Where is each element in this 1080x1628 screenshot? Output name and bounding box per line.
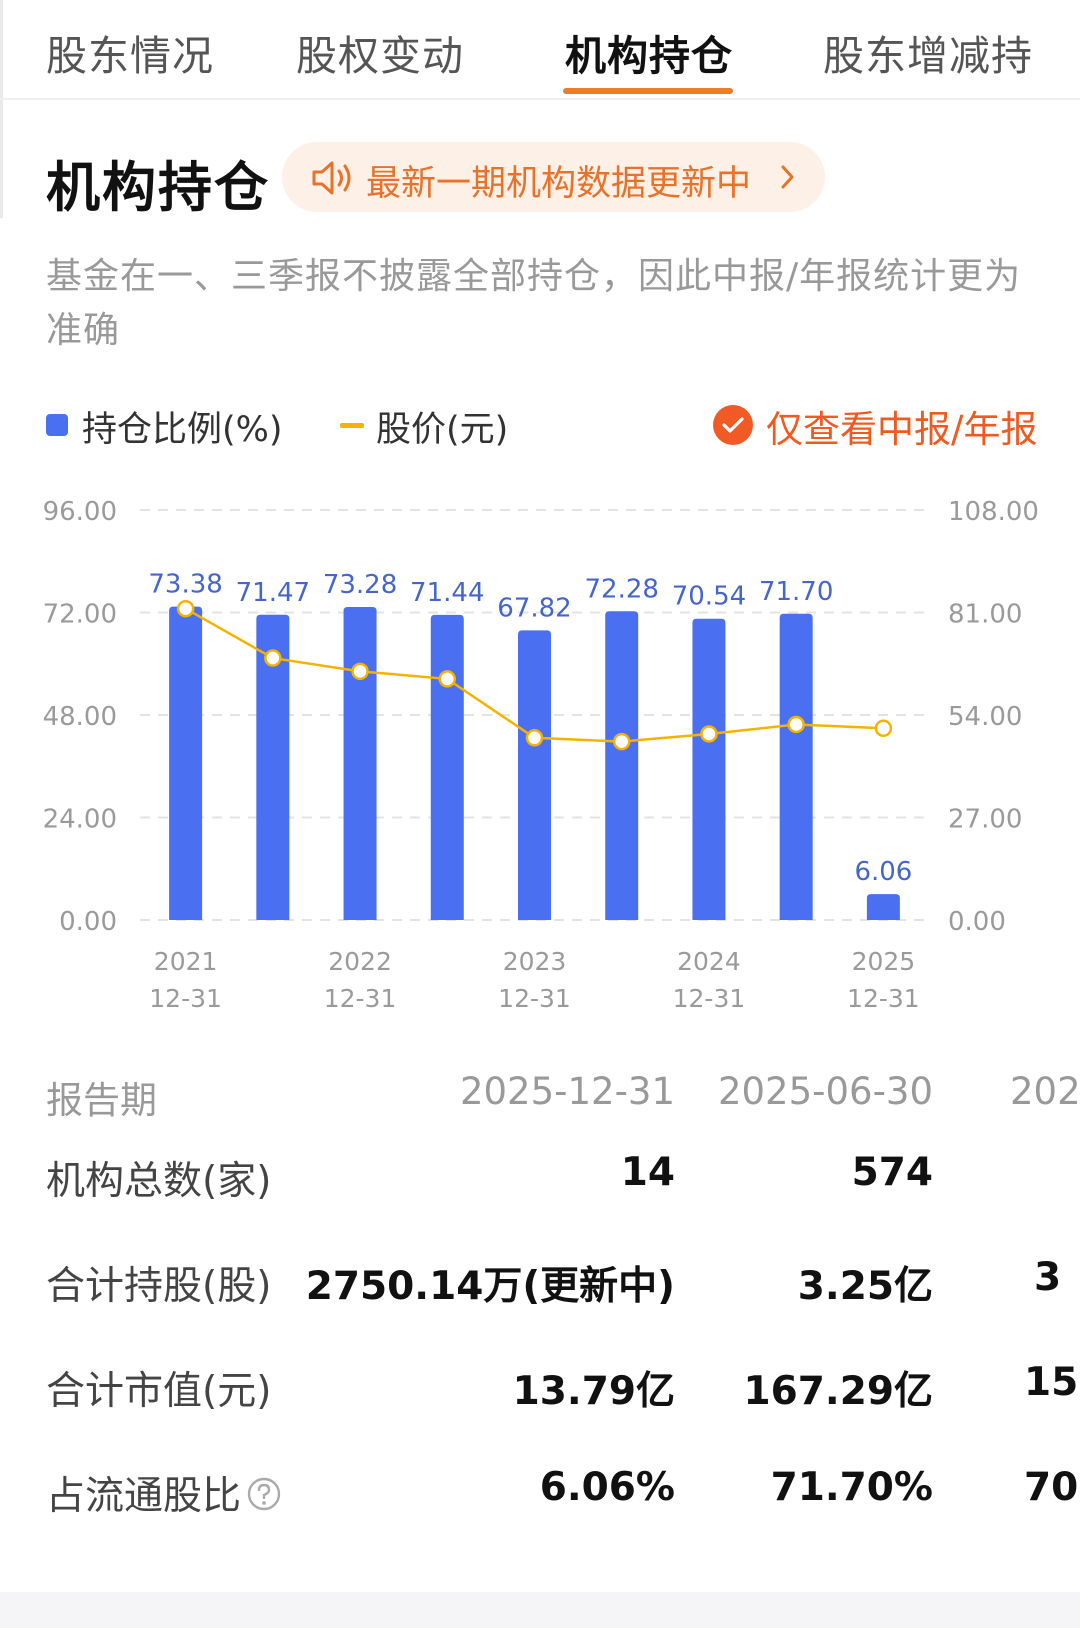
chart-bar: [169, 606, 203, 920]
x-tick-year: 2024: [677, 947, 741, 976]
holdings-chart: 0.00 24.00 48.00 72.00 96.00 0.00 27.00 54.00 81…: [43, 497, 1039, 1013]
chart-bar: [518, 630, 551, 920]
chart-bar: [430, 614, 464, 920]
x-tick-date: 12-31: [673, 984, 746, 1013]
legend-line-label[interactable]: 股价(元): [376, 410, 509, 450]
y-right-tick-label: 108.00: [948, 497, 1039, 527]
x-tick-date: 12-31: [498, 984, 571, 1013]
row-label-text: 占流通股比: [46, 1474, 242, 1519]
y-right-tick-label: 0.00: [948, 907, 1006, 937]
table-row: 合计市值(元) 13.79亿 167.29亿 155: [0, 1360, 1080, 1440]
chart-legend: 持仓比例(%) 股价(元) 仅查看中报/年报: [0, 395, 1080, 455]
table-header-row: 报告期 2025-12-31 2025-06-30 2024: [0, 1070, 1080, 1150]
tab-equity-changes[interactable]: 股权变动: [296, 32, 464, 80]
chart-bar: [779, 613, 813, 920]
price-point: [351, 662, 369, 681]
price-point: [438, 670, 457, 688]
tab-bar: 股东情况 股权变动 机构持仓 股东增减持: [0, 0, 1080, 100]
price-point: [700, 725, 718, 743]
left-edge-divider: [0, 0, 3, 218]
row-value-col2: 167.29亿: [743, 1369, 934, 1414]
chart-bar: [692, 618, 726, 920]
row-value-col2: 574: [851, 1150, 933, 1195]
row-label: 合计持股(股): [46, 1264, 272, 1309]
y-left-tick-label: 48.00: [43, 702, 117, 732]
chart-bar: [866, 894, 900, 920]
y-right-tick-label: 81.00: [948, 600, 1022, 630]
legend-line-swatch: [340, 423, 364, 428]
table-row: 机构总数(家) 14 574: [0, 1150, 1080, 1230]
header-col2: 2025-06-30: [717, 1070, 933, 1113]
legend-bar-swatch: [46, 414, 68, 436]
price-point: [612, 732, 631, 751]
semiannual-annual-filter-toggle[interactable]: 仅查看中报/年报: [766, 408, 1038, 451]
tab-shareholders[interactable]: 股东情况: [46, 32, 214, 80]
row-label: 占流通股比: [46, 1465, 281, 1521]
bar-data-label: 70.54: [672, 582, 746, 612]
y-left-tick-label: 0.00: [59, 907, 117, 937]
help-icon[interactable]: [247, 1476, 281, 1521]
row-value-col3: 70: [1024, 1465, 1079, 1510]
bar-data-label: 71.44: [410, 578, 484, 608]
row-value-col2: 71.70%: [770, 1465, 933, 1510]
update-notice-pill[interactable]: 最新一期机构数据更新中: [282, 142, 825, 212]
row-label: 合计市值(元): [46, 1369, 272, 1414]
y-left-tick-label: 72.00: [43, 600, 117, 630]
y-right-tick-label: 54.00: [948, 702, 1022, 732]
speaker-icon: [310, 158, 356, 198]
checkbox-checked-icon[interactable]: [713, 405, 753, 445]
bar-data-label: 71.70: [759, 577, 833, 607]
section-title: 机构持仓: [46, 156, 270, 219]
row-label: 机构总数(家): [46, 1159, 272, 1204]
legend-bar-label[interactable]: 持仓比例(%): [82, 410, 283, 450]
bar-data-label: 71.47: [236, 578, 310, 608]
bar-data-label: 67.82: [497, 593, 571, 623]
update-notice-text: 最新一期机构数据更新中: [366, 164, 752, 204]
header-col1: 2025-12-31: [459, 1070, 675, 1113]
x-tick-year: 2022: [328, 947, 392, 976]
y-right-tick-label: 27.00: [948, 805, 1022, 835]
bar-data-label: 6.06: [854, 857, 912, 887]
bottom-divider-band: [0, 1592, 1080, 1628]
price-point: [787, 715, 805, 734]
price-point: [264, 649, 282, 667]
price-point: [525, 729, 544, 747]
x-tick-date: 12-31: [149, 984, 222, 1013]
x-tick-date: 12-31: [847, 984, 920, 1013]
chart-bar: [605, 611, 639, 920]
row-value-col1: 2750.14万(更新中): [305, 1264, 675, 1309]
x-tick-year: 2025: [852, 947, 916, 976]
x-tick-year: 2021: [154, 947, 218, 976]
x-tick-year: 2023: [503, 947, 567, 976]
chart-bar: [343, 607, 377, 920]
chevron-right-icon: [778, 162, 798, 192]
chart-bar: [256, 614, 290, 920]
price-point: [874, 719, 893, 738]
bar-data-label: 72.28: [585, 574, 659, 604]
header-col3: 2024: [1010, 1070, 1080, 1113]
x-tick-date: 12-31: [324, 984, 397, 1013]
tab-holding-changes[interactable]: 股东增减持: [823, 32, 1033, 80]
table-row: 合计持股(股) 2750.14万(更新中) 3.25亿 3: [0, 1255, 1080, 1335]
y-left-tick-label: 96.00: [43, 497, 117, 527]
active-tab-indicator: [563, 88, 733, 94]
bar-data-label: 73.38: [148, 570, 222, 600]
row-value-col1: 13.79亿: [512, 1369, 675, 1414]
row-value-col1: 14: [620, 1150, 675, 1195]
row-value-col2: 3.25亿: [797, 1264, 933, 1309]
tab-institutional-holdings[interactable]: 机构持仓: [565, 32, 733, 80]
bar-data-label: 73.28: [323, 570, 397, 600]
disclosure-note: 基金在一、三季报不披露全部持仓，因此中报/年报统计更为准确: [46, 256, 1022, 351]
table-row: 占流通股比 6.06% 71.70% 70: [0, 1465, 1080, 1545]
row-value-col3: 155: [1024, 1360, 1080, 1405]
y-left-tick-label: 24.00: [43, 805, 117, 835]
price-point: [176, 599, 195, 618]
row-value-col3: 3: [1034, 1255, 1062, 1300]
header-period-label: 报告期: [46, 1079, 157, 1122]
row-value-col1: 6.06%: [539, 1465, 675, 1510]
